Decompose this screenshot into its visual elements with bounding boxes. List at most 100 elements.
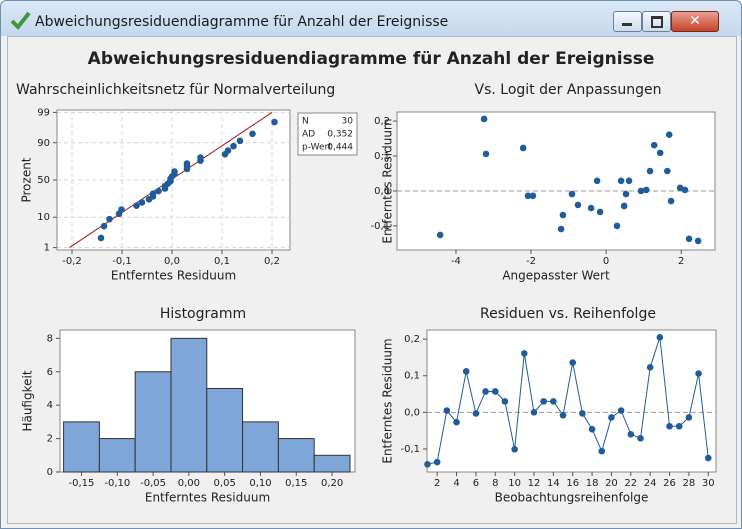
point: [574, 201, 582, 209]
point: [480, 115, 488, 123]
x-tick-label: 10: [508, 478, 521, 489]
point: [667, 197, 675, 205]
point: [613, 222, 621, 230]
chart-title: Wahrscheinlichkeitsnetz für Normalvertei…: [16, 82, 335, 98]
y-tick-label: 0,0: [404, 407, 420, 418]
point: [656, 334, 664, 341]
point: [433, 458, 441, 466]
y-tick-label: 0,2: [404, 334, 420, 345]
x-tick-label: 2: [434, 478, 440, 489]
point: [133, 202, 140, 210]
y-axis-label: Entferntes Residuum: [381, 338, 395, 463]
plot-area: [396, 111, 716, 251]
point: [550, 398, 557, 405]
point: [620, 202, 628, 210]
main-title: Abweichungsresiduendiagramme für Anzahl …: [88, 49, 655, 69]
point: [149, 190, 157, 197]
point: [642, 186, 650, 194]
point: [559, 411, 567, 419]
x-tick-label: 24: [644, 478, 657, 489]
x-tick-label: 18: [586, 478, 599, 489]
minimize-button[interactable]: [613, 11, 642, 32]
x-tick-label: 8: [492, 478, 498, 489]
x-tick-label: -0,15: [69, 478, 95, 489]
chart-title: Residuen vs. Reihenfolge: [480, 306, 656, 322]
stat-value: 0,444: [327, 143, 353, 153]
y-axis-label: Prozent: [20, 157, 34, 202]
x-tick-label: -0,05: [140, 478, 166, 489]
point: [249, 130, 256, 138]
close-button[interactable]: ✕: [671, 11, 719, 32]
title-bar: Abweichungsresiduendiagramme für Anzahl …: [1, 1, 741, 35]
app-icon: [10, 11, 31, 31]
plot-area: [426, 329, 717, 473]
x-tick-label: 0,20: [321, 478, 343, 489]
point: [646, 167, 654, 175]
x-tick-label: 16: [566, 478, 579, 489]
point: [704, 454, 712, 462]
y-tick-label: 1: [44, 243, 50, 254]
y-tick-label: 99: [37, 107, 50, 118]
point: [666, 422, 673, 430]
point: [436, 231, 444, 239]
point: [569, 359, 577, 366]
point: [424, 461, 431, 468]
x-tick-label: 0: [603, 256, 609, 267]
point: [675, 422, 683, 430]
x-tick-label: 0,05: [214, 478, 236, 489]
bar: [170, 337, 208, 473]
x-tick-label: 26: [663, 478, 676, 489]
point: [568, 190, 576, 198]
point: [608, 414, 615, 421]
x-axis-label: Angepasster Wert: [502, 269, 610, 283]
y-axis-label: Entferntes Residuum: [381, 118, 395, 243]
point: [155, 187, 162, 195]
series-line: [427, 337, 709, 465]
x-tick-label: 0,2: [264, 256, 280, 267]
x-tick-label: 12: [528, 478, 541, 489]
point: [579, 410, 586, 417]
point: [97, 234, 105, 242]
y-tick-label: 6: [47, 367, 53, 378]
point: [656, 149, 664, 157]
point: [625, 177, 633, 185]
point: [681, 186, 689, 194]
x-tick-label: 0,0: [164, 256, 180, 267]
x-tick-label: 0,15: [285, 478, 307, 489]
point: [617, 407, 625, 414]
chart-title: Histogramm: [160, 306, 246, 322]
y-axis-label: Häufigkeit: [21, 370, 35, 431]
point: [685, 414, 693, 421]
point: [453, 418, 460, 426]
chart-title: Vs. Logit der Anpassungen: [475, 82, 662, 98]
x-tick-label: 6: [473, 478, 479, 489]
point: [106, 215, 113, 223]
point: [100, 222, 108, 230]
stat-label: N: [302, 117, 309, 127]
x-tick-label: -0,10: [104, 478, 130, 489]
point: [171, 168, 178, 175]
bar: [63, 421, 100, 473]
point: [482, 150, 490, 158]
point: [540, 398, 547, 405]
y-tick-label: 0,1: [374, 151, 390, 162]
point: [627, 431, 635, 438]
stat-value: 30: [342, 117, 354, 127]
point: [443, 407, 451, 414]
bar: [134, 371, 172, 473]
point: [230, 142, 237, 150]
y-tick-label: 90: [37, 138, 50, 149]
point: [665, 131, 673, 139]
point: [521, 350, 528, 357]
point: [596, 208, 604, 216]
stat-label: AD: [302, 130, 315, 140]
point: [587, 204, 595, 212]
point: [598, 447, 606, 455]
point: [646, 364, 654, 371]
point: [138, 199, 146, 206]
bar: [242, 421, 279, 473]
x-tick-label: -0,2: [62, 256, 82, 267]
maximize-button[interactable]: [642, 11, 671, 32]
x-tick-label: 28: [683, 478, 696, 489]
point: [588, 425, 596, 433]
